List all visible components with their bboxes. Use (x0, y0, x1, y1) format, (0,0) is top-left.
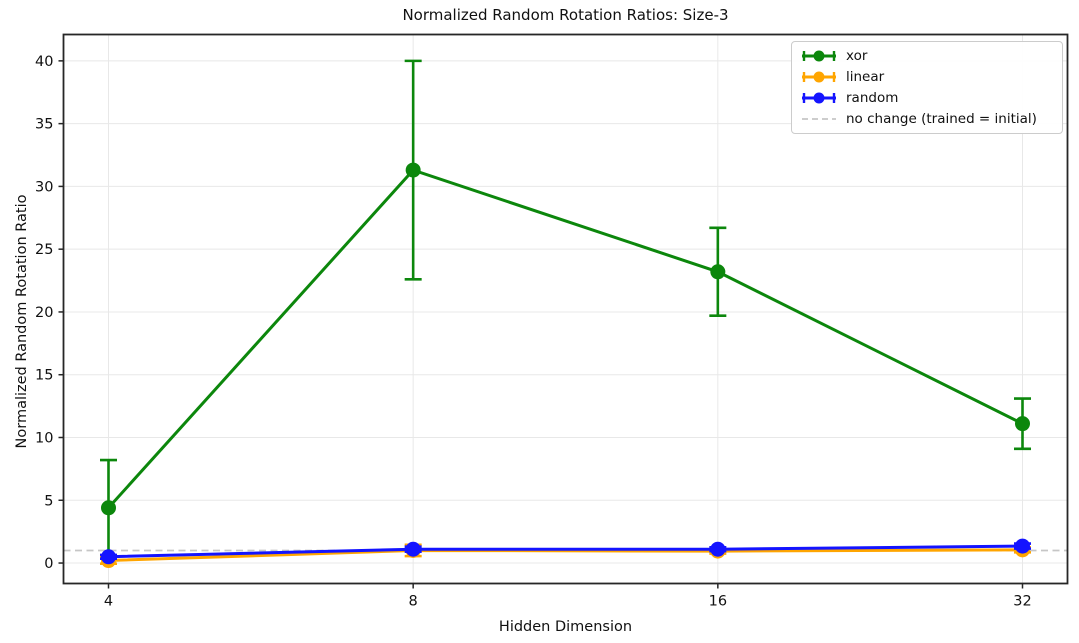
marker-random (710, 541, 726, 557)
legend-label: random (846, 89, 899, 106)
marker-random (405, 541, 421, 557)
legend: xor linear random no change (trained = init… (791, 41, 1063, 134)
chart-title: Normalized Random Rotation Ratios: Size-… (402, 6, 729, 24)
y-tick-label: 30 (35, 179, 53, 195)
x-tick-label: 4 (104, 594, 113, 610)
y-axis-label: Normalized Random Rotation Ratio (14, 194, 30, 449)
series-line-xor (107, 168, 1024, 509)
series-line-linear (108, 548, 1023, 563)
y-tick-label: 25 (35, 242, 53, 258)
series-line-random (108, 544, 1023, 559)
legend-dashed-swatch (802, 117, 836, 120)
axes-spines (62, 33, 1069, 585)
y-tick-label: 20 (35, 305, 53, 321)
y-tick-label: 0 (44, 556, 53, 572)
legend-item-linear: linear (800, 67, 1054, 88)
legend-item-no-change: no change (trained = initial) (800, 108, 1054, 129)
legend-errorbar-swatch (802, 92, 836, 104)
y-tick-label: 5 (44, 493, 53, 509)
legend-item-random: random (800, 88, 1054, 109)
y-tick-label: 10 (35, 430, 53, 446)
marker-xor (1015, 416, 1030, 432)
y-tick-label: 40 (35, 54, 53, 70)
marker-xor (710, 264, 726, 280)
marker-xor (101, 500, 116, 516)
legend-errorbar-swatch (802, 50, 836, 62)
x-axis-label: Hidden Dimension (498, 619, 633, 635)
legend-item-xor: xor (800, 46, 1054, 67)
marker-random (1015, 538, 1030, 554)
marker-random (101, 549, 116, 565)
x-tick-label: 32 (1013, 594, 1031, 610)
legend-errorbar-swatch (802, 71, 836, 83)
y-tick-label: 15 (35, 368, 53, 384)
marker-xor (405, 162, 421, 178)
legend-label: linear (846, 69, 885, 86)
legend-label: no change (trained = initial) (846, 110, 1037, 127)
y-tick-label: 35 (35, 117, 53, 133)
x-tick-label: 8 (409, 594, 418, 610)
x-tick-label: 16 (709, 594, 727, 610)
legend-label: xor (846, 48, 868, 65)
